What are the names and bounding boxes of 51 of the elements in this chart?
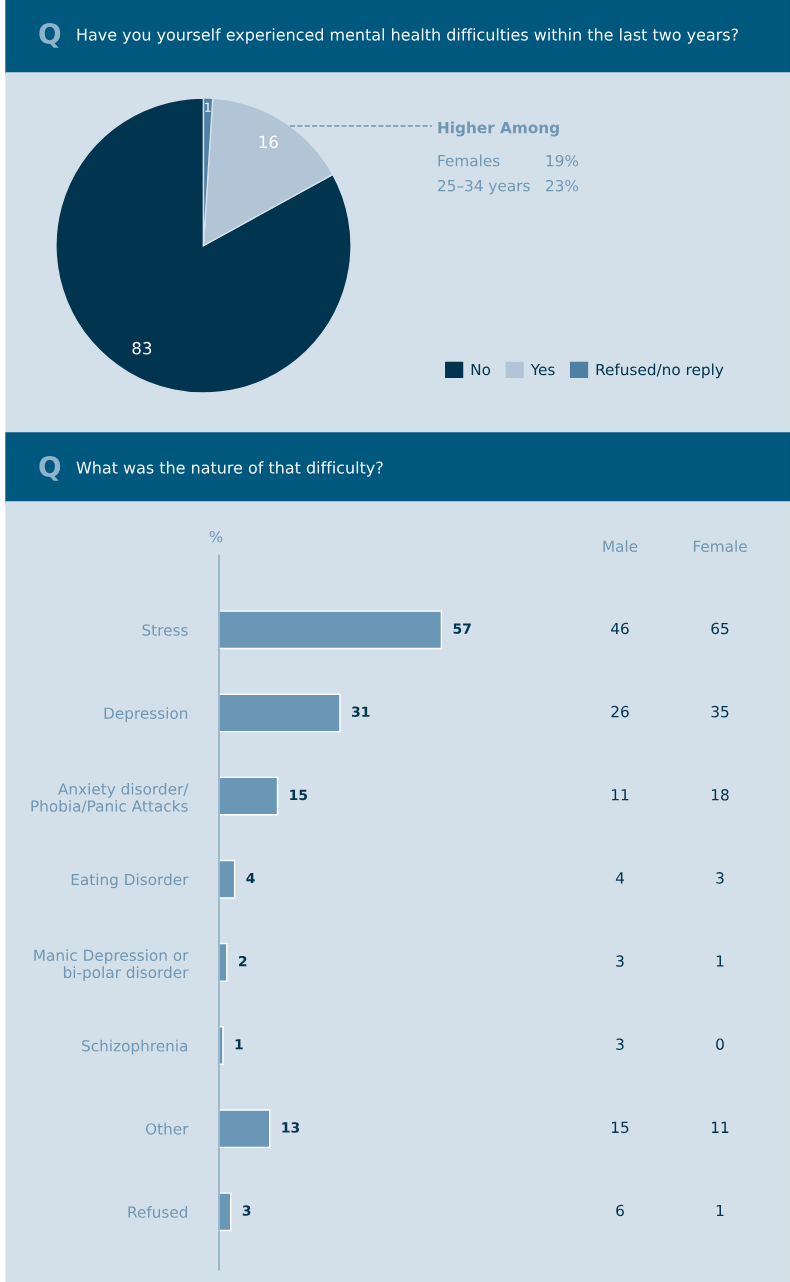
data-label: 83	[132, 341, 152, 355]
text: Females	[438, 154, 500, 167]
text: 25–34 years	[438, 179, 530, 195]
data-label: 26	[611, 705, 629, 718]
text: Q	[39, 456, 61, 481]
y-tick-label: Schizophrenia	[82, 1039, 188, 1055]
data-label: 13	[282, 1122, 300, 1133]
data-label: 3	[242, 1205, 251, 1216]
data-label: 1	[716, 955, 724, 967]
x-tick-label: Female	[693, 540, 747, 553]
data-label: 3	[716, 872, 724, 884]
data-label: 1	[235, 1039, 243, 1050]
legend-label: Refused/no reply	[596, 363, 724, 379]
y-tick-label: Manic Depression or bi-polar disorder	[34, 949, 189, 982]
data-label: 3	[616, 1038, 624, 1050]
data-label: 3	[616, 955, 624, 967]
data-label: 57	[453, 623, 471, 634]
text: Higher Among	[438, 121, 559, 137]
x-tick-label: Male	[603, 540, 638, 553]
legend-label: No	[471, 363, 491, 376]
data-label: 31	[351, 706, 370, 717]
y-tick-label: Refused	[128, 1206, 188, 1218]
data-label: 11	[711, 1121, 729, 1133]
data-label: 4	[615, 872, 624, 884]
x-axis-title: %	[209, 530, 223, 543]
chart-title: What was the nature of that difficulty?	[76, 461, 383, 477]
data-label: 1	[205, 102, 211, 112]
data-label: 35	[711, 705, 729, 718]
data-label: 2	[239, 955, 247, 967]
data-label: 65	[711, 622, 729, 635]
y-tick-label: Anxiety disorder/ Phobia/Panic Attacks	[31, 782, 189, 814]
y-tick-label: Other	[145, 1122, 189, 1135]
data-label: 16	[259, 135, 278, 149]
data-label: 1	[716, 1204, 724, 1217]
data-label: 46	[611, 622, 629, 635]
text: 19%	[546, 154, 579, 167]
data-label: 15	[290, 789, 307, 801]
data-label: 11	[611, 789, 629, 801]
data-label: 0	[716, 1038, 724, 1050]
data-label: 4	[246, 872, 255, 884]
data-label: 15	[611, 1121, 629, 1134]
legend-label: Yes	[530, 363, 555, 376]
y-tick-label: Stress	[142, 624, 188, 636]
y-tick-label: Eating Disorder	[71, 873, 189, 889]
y-tick-label: Depression	[104, 707, 188, 722]
text: 23%	[546, 179, 579, 192]
data-label: 18	[711, 788, 729, 801]
data-label: 6	[616, 1204, 624, 1217]
chart-title: Have you yourself experienced mental health difficulties within the last two years?	[77, 28, 738, 44]
pie-slice	[55, 97, 352, 394]
text: Q	[39, 23, 61, 48]
